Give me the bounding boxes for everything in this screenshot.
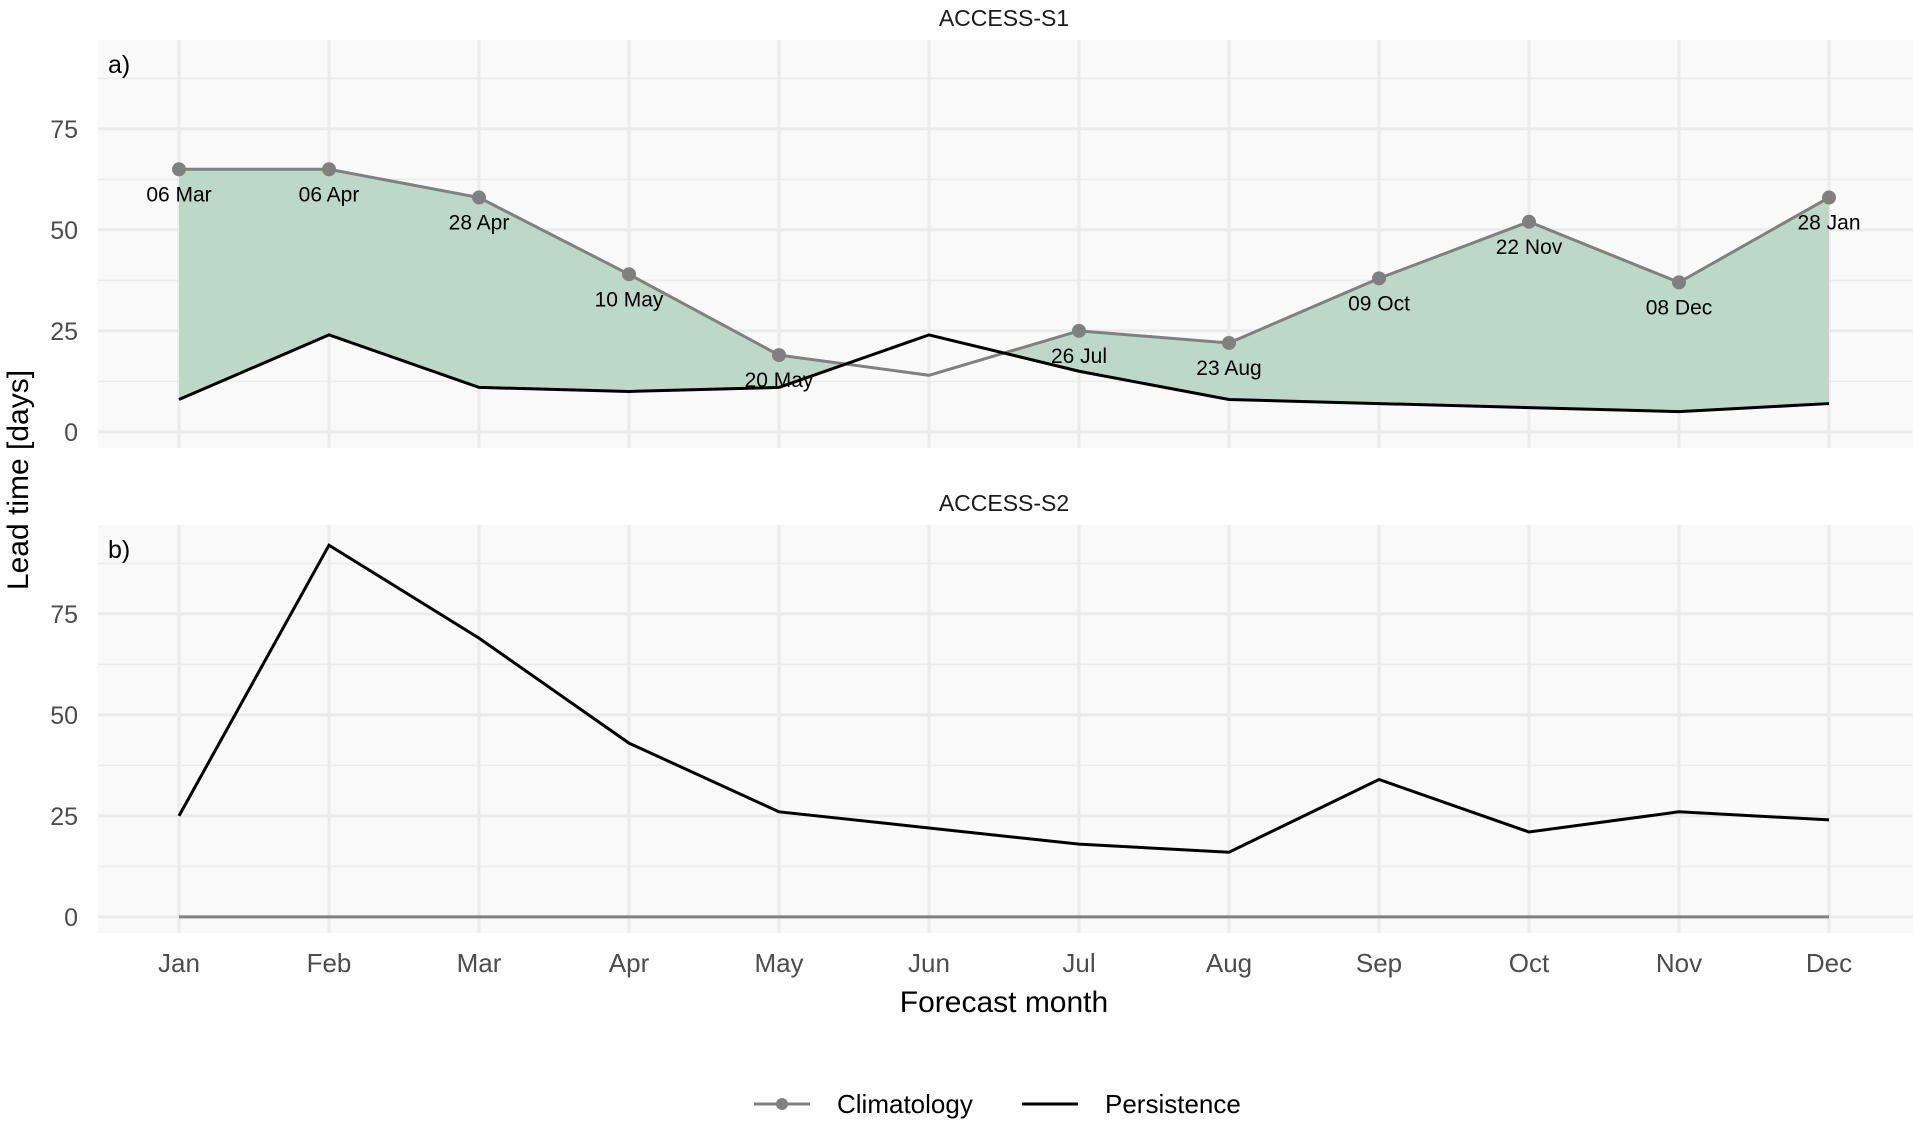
x-tick-label: Sep <box>1356 948 1402 978</box>
date-annotation: 28 Apr <box>449 212 510 235</box>
climatology-point <box>1222 335 1236 350</box>
climatology-point <box>172 162 186 177</box>
x-tick-label: Jan <box>158 948 200 978</box>
climatology-point <box>1372 271 1386 286</box>
date-annotation: 10 May <box>595 288 664 311</box>
x-tick-label: Apr <box>609 948 650 978</box>
date-annotation: 20 May <box>745 369 814 392</box>
y-tick-label: 50 <box>50 702 78 730</box>
climatology-point <box>1672 275 1686 290</box>
panel-background <box>98 525 1913 933</box>
date-annotation: 28 Jan <box>1797 212 1860 235</box>
x-tick-label: Aug <box>1206 948 1252 978</box>
panel-2: 0 25 50 75 ACCESS-S2 b) Jan Feb Mar Apr May Jun Jul A… <box>50 490 1913 978</box>
date-annotation: 06 Apr <box>299 183 360 206</box>
y-tick-label: 25 <box>50 803 78 831</box>
panel-1: 0 25 50 75 ACCESS-S1 a) 06 Mar 06 Apr 28 Apr 10 M… <box>50 5 1913 448</box>
date-annotation: 23 Aug <box>1196 357 1261 380</box>
y-tick-label: 50 <box>50 217 78 245</box>
panel-title: ACCESS-S2 <box>939 490 1069 516</box>
x-tick-label: Oct <box>1509 948 1550 978</box>
y-tick-label: 0 <box>64 419 78 447</box>
climatology-point <box>772 348 786 363</box>
x-tick-label: Jun <box>908 948 950 978</box>
persistence-line <box>178 333 1830 414</box>
climatology-point <box>1072 323 1086 338</box>
date-annotation: 09 Oct <box>1348 292 1410 315</box>
y-tick-label: 0 <box>64 904 78 932</box>
climatology-point <box>622 267 636 282</box>
date-annotation: 06 Mar <box>146 183 211 206</box>
x-tick-label: Feb <box>307 948 352 978</box>
climatology-point <box>322 162 336 177</box>
persistence-line <box>177 543 1830 854</box>
panel-tag: b) <box>108 536 130 564</box>
climatology-point <box>1522 214 1536 229</box>
y-tick-label: 75 <box>50 601 78 629</box>
x-tick-label: Nov <box>1656 948 1702 978</box>
x-axis-label: Forecast month <box>900 986 1108 1019</box>
y-axis-label: Lead time [days] <box>2 370 35 590</box>
panel-tag: a) <box>108 51 130 79</box>
y-tick-label: 25 <box>50 318 78 346</box>
legend: Climatology Persistence <box>754 1089 1241 1119</box>
legend-climatology-label: Climatology <box>837 1089 973 1119</box>
climatology-point <box>472 190 486 205</box>
y-tick-label: 75 <box>50 116 78 144</box>
date-annotation: 22 Nov <box>1496 236 1563 259</box>
legend-persistence-label: Persistence <box>1105 1089 1241 1119</box>
legend-climatology-point <box>776 1098 788 1110</box>
panel-title: ACCESS-S1 <box>939 5 1069 31</box>
x-tick-label: Dec <box>1806 948 1852 978</box>
date-annotation: 08 Dec <box>1646 296 1713 319</box>
skill-ribbon <box>179 169 1829 412</box>
date-annotation: 26 Jul <box>1051 345 1107 368</box>
x-tick-label: May <box>754 948 803 978</box>
climatology-point <box>1822 190 1836 205</box>
x-tick-label: Mar <box>457 948 502 978</box>
x-tick-label: Jul <box>1062 948 1095 978</box>
